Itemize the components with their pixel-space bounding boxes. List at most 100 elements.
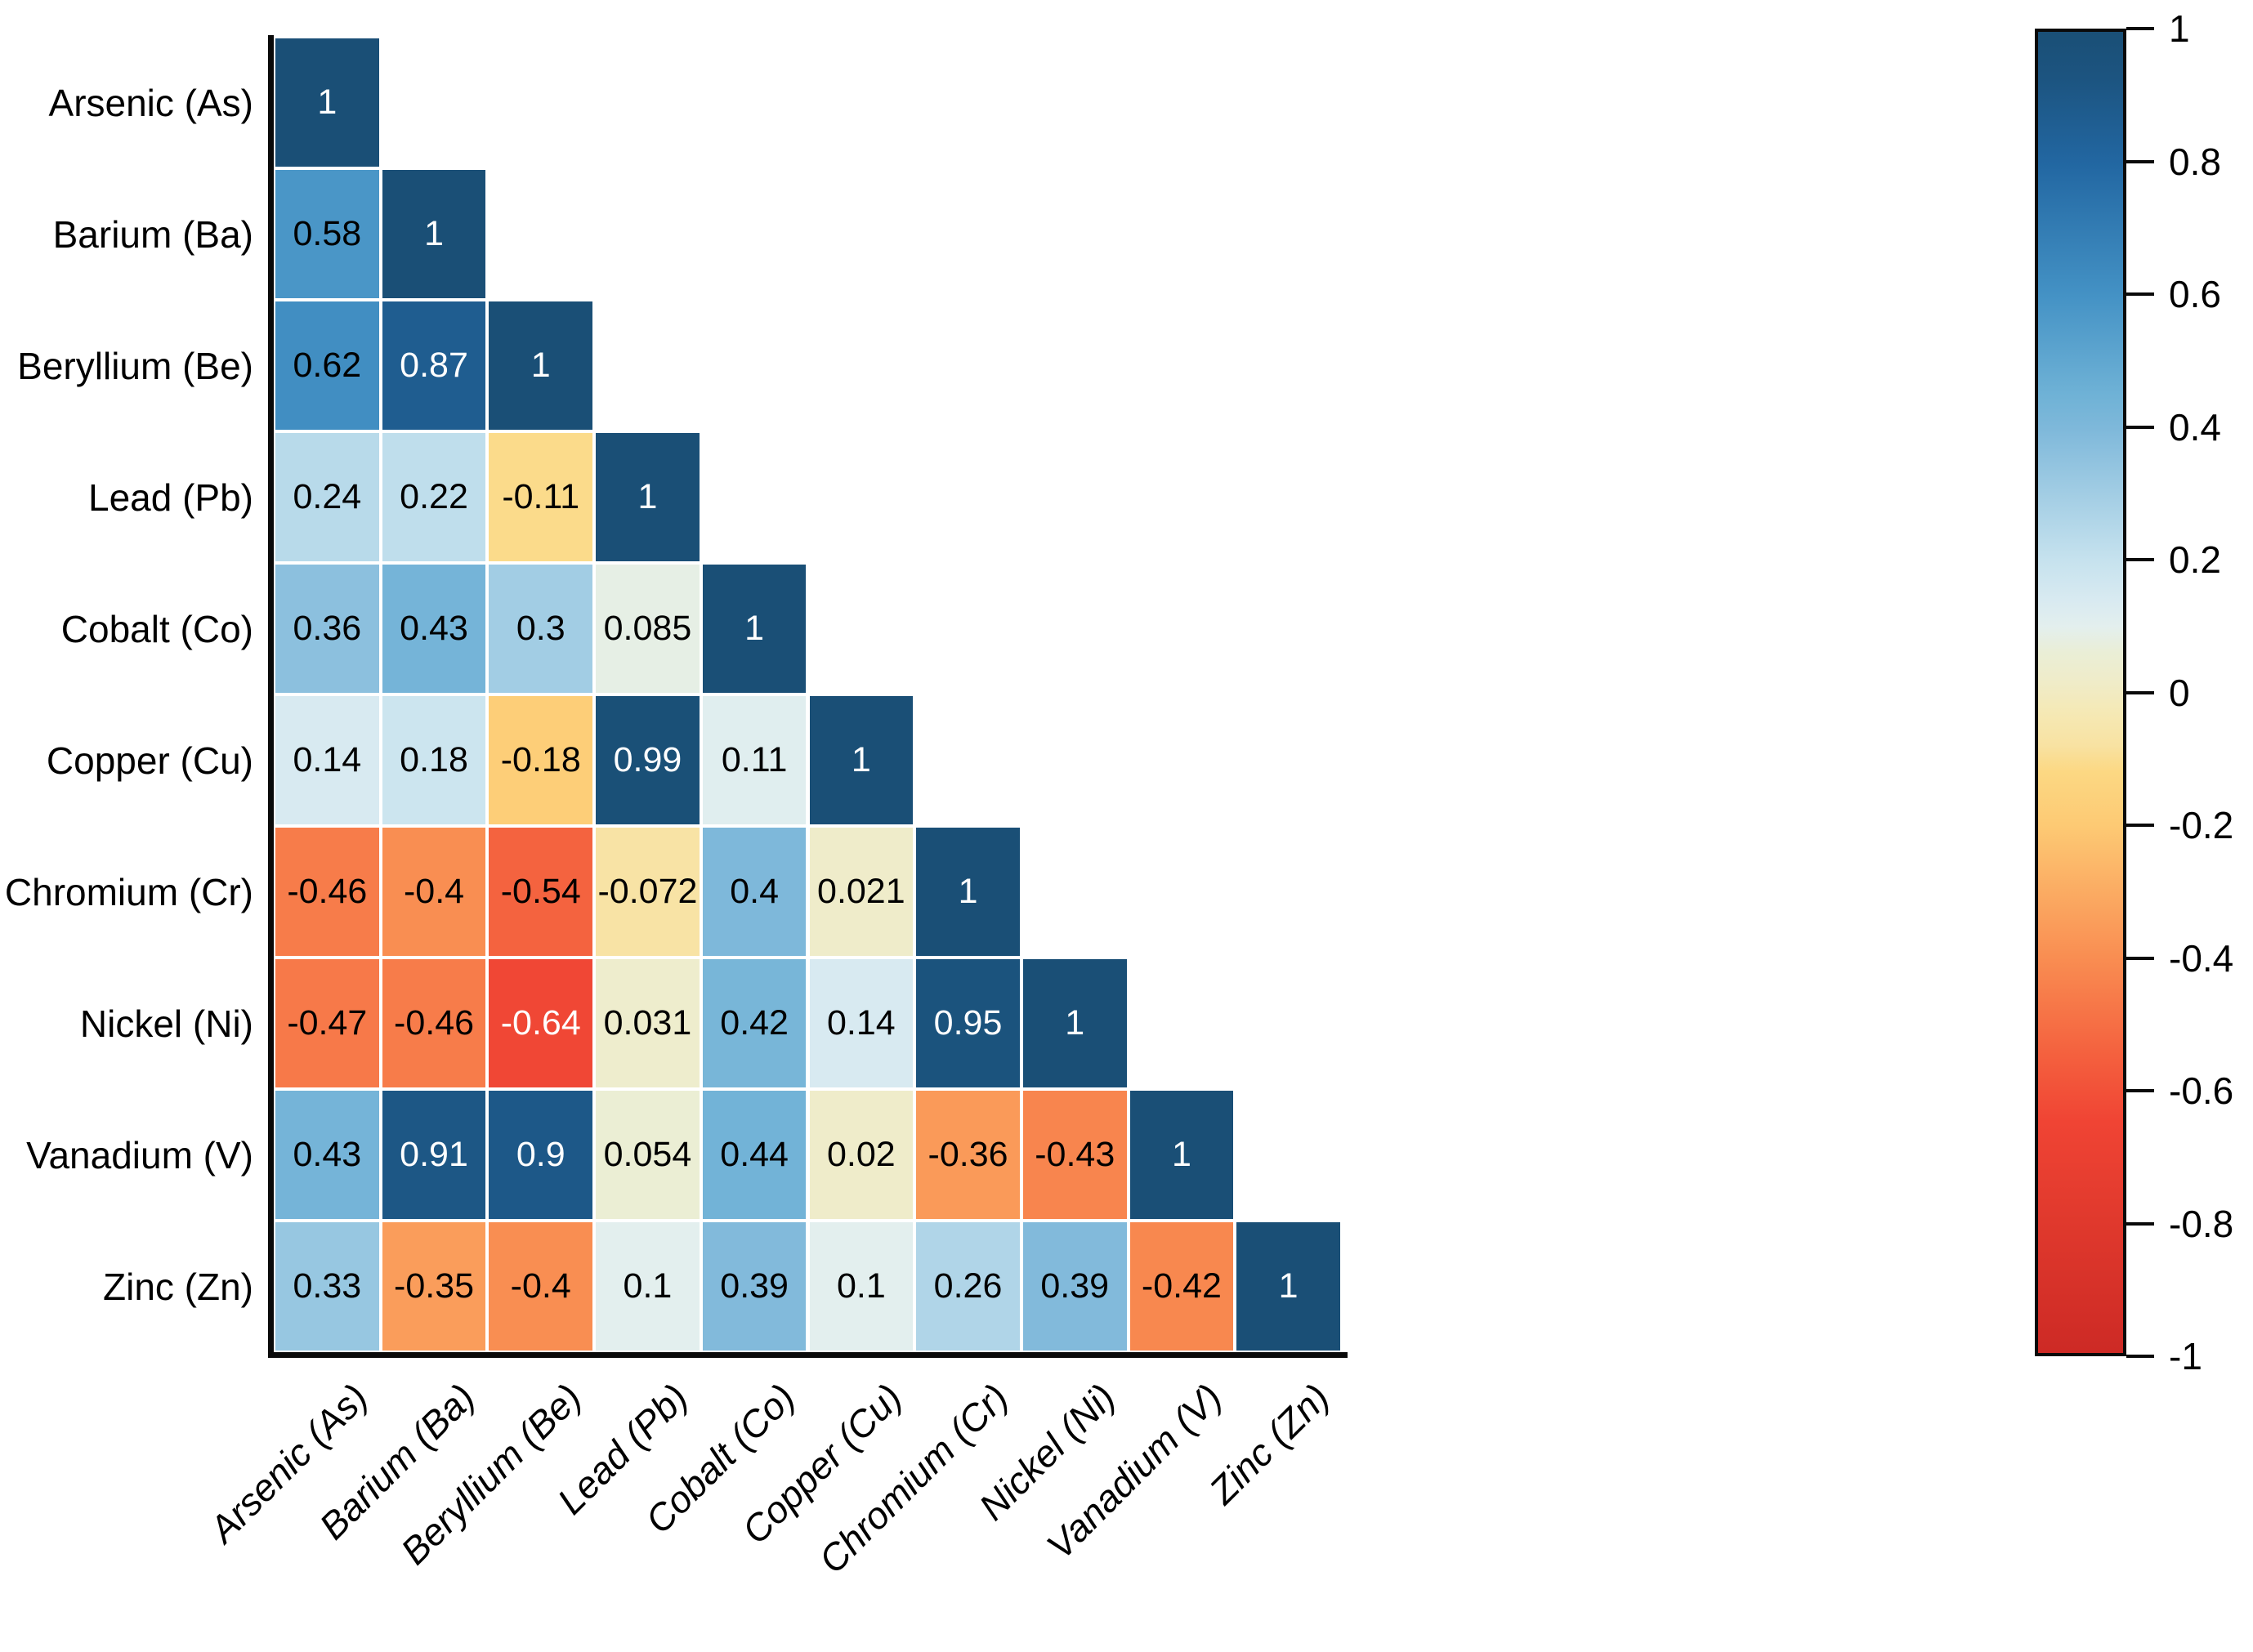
- matrix-cell: -0.11: [487, 431, 595, 563]
- matrix-cell: 0.085: [594, 563, 701, 694]
- cell-value: 0.36: [293, 609, 362, 648]
- matrix-cell: -0.43: [1021, 1089, 1129, 1221]
- colorbar-tick-label: 1: [2169, 7, 2190, 50]
- matrix-cell: -0.47: [274, 958, 381, 1089]
- matrix-cell: -0.35: [380, 1221, 488, 1352]
- colorbar-tick-label: 0.4: [2169, 405, 2221, 449]
- colorbar-tick: [2126, 1221, 2154, 1226]
- cell-value: 0.1: [623, 1266, 673, 1306]
- cell-value: 0.11: [721, 740, 788, 779]
- colorbar-tick: [2126, 690, 2154, 694]
- colorbar-tick: [2126, 425, 2154, 429]
- row-label: Nickel (Ni): [79, 1002, 253, 1045]
- colorbar-tick-label: -0.2: [2169, 804, 2234, 846]
- cell-value: 1: [744, 609, 765, 648]
- colorbar-tick: [2126, 558, 2154, 561]
- cell-value: -0.43: [1035, 1135, 1115, 1174]
- matrix-cell: 0.33: [274, 1221, 381, 1352]
- matrix-cell: 1: [1021, 958, 1129, 1089]
- matrix-cell: 0.021: [807, 826, 915, 958]
- matrix-cell: 0.43: [380, 563, 488, 694]
- cell-value: 0.39: [1040, 1266, 1110, 1306]
- cell-value: -0.36: [928, 1135, 1008, 1174]
- matrix-cell: -0.4: [380, 826, 488, 958]
- cell-value: 1: [424, 214, 444, 253]
- matrix-cell: 0.39: [700, 1221, 808, 1352]
- x-axis-line: [268, 1352, 1348, 1358]
- colorbar-tick-label: 0.8: [2169, 140, 2221, 183]
- matrix-cell: -0.46: [380, 958, 488, 1089]
- row-label: Arsenic (As): [48, 81, 253, 124]
- matrix-cell: 1: [487, 300, 595, 431]
- colorbar-tick-label: 0: [2169, 671, 2190, 714]
- cell-value: -0.4: [510, 1266, 571, 1306]
- row-label: Barium (Ba): [52, 212, 253, 256]
- colorbar-gradient: [2035, 29, 2126, 1356]
- cell-value: -0.46: [394, 1003, 475, 1043]
- colorbar-tick-label: -0.4: [2169, 936, 2234, 980]
- cell-value: -0.42: [1141, 1266, 1222, 1306]
- cell-value: 1: [851, 740, 871, 779]
- cell-value: 0.87: [400, 346, 468, 385]
- colorbar-tick-label: -1: [2169, 1335, 2202, 1377]
- matrix-cell: 0.054: [594, 1089, 701, 1221]
- cell-value: 0.24: [293, 477, 362, 516]
- matrix-cell: 0.26: [914, 1221, 1021, 1352]
- colorbar-tick: [2126, 292, 2154, 296]
- cell-value: 0.99: [613, 740, 682, 779]
- matrix-cell: 0.9: [487, 1089, 595, 1221]
- row-label: Chromium (Cr): [4, 870, 253, 913]
- cell-value: 1: [958, 872, 978, 911]
- row-label: Beryllium (Be): [17, 344, 253, 387]
- matrix-cell: 0.14: [274, 694, 381, 826]
- cell-value: 1: [637, 477, 658, 516]
- colorbar-tick-label: -0.8: [2169, 1202, 2234, 1245]
- cell-value: -0.18: [500, 740, 581, 779]
- matrix-cell: 0.14: [807, 958, 915, 1089]
- matrix-cell: -0.072: [594, 826, 701, 958]
- matrix-cell: 0.11: [700, 694, 808, 826]
- matrix-cell: 1: [807, 694, 915, 826]
- row-label: Vanadium (V): [26, 1133, 253, 1176]
- row-label: Zinc (Zn): [103, 1265, 253, 1308]
- column-label: Zinc (Zn): [1200, 1375, 1338, 1512]
- colorbar-tick: [2126, 956, 2154, 960]
- matrix-cell: 0.95: [914, 958, 1021, 1089]
- matrix-cell: 0.91: [380, 1089, 488, 1221]
- cell-value: 0.4: [730, 872, 780, 911]
- row-label: Lead (Pb): [87, 476, 253, 519]
- matrix-cell: 0.1: [594, 1221, 701, 1352]
- matrix-cell: 1: [380, 168, 488, 300]
- matrix-cell: -0.4: [487, 1221, 595, 1352]
- colorbar-tick-label: -0.6: [2169, 1069, 2234, 1112]
- cell-value: 0.22: [400, 477, 468, 516]
- colorbar-tick: [2126, 27, 2154, 30]
- matrix-cell: -0.54: [487, 826, 595, 958]
- cell-value: 0.14: [826, 1003, 896, 1043]
- matrix-cell: 0.36: [274, 563, 381, 694]
- cell-value: 1: [1278, 1266, 1299, 1306]
- matrix-cell: 1: [1235, 1221, 1342, 1352]
- cell-value: 0.3: [516, 609, 565, 648]
- cell-value: 0.43: [400, 609, 468, 648]
- matrix-cell: 0.22: [380, 431, 488, 563]
- cell-value: 0.26: [933, 1266, 1003, 1306]
- matrix-cell: 1: [1128, 1089, 1236, 1221]
- colorbar-tick: [2126, 159, 2154, 163]
- matrix-cell: 1: [594, 431, 701, 563]
- matrix-cell: -0.36: [914, 1089, 1021, 1221]
- matrix-cell: 0.58: [274, 168, 381, 300]
- y-axis-line: [268, 35, 274, 1358]
- cell-value: 0.085: [603, 609, 692, 648]
- cell-value: -0.11: [502, 477, 580, 516]
- cell-value: 0.02: [826, 1135, 896, 1174]
- cell-value: -0.47: [287, 1003, 368, 1043]
- cell-value: 0.39: [720, 1266, 789, 1306]
- cell-value: 0.1: [836, 1266, 886, 1306]
- cell-value: 0.031: [603, 1003, 692, 1043]
- cell-value: 0.42: [720, 1003, 789, 1043]
- matrix-cell: -0.18: [487, 694, 595, 826]
- matrix-cell: 0.02: [807, 1089, 915, 1221]
- colorbar-tick: [2126, 824, 2154, 827]
- cell-value: 0.33: [293, 1266, 362, 1306]
